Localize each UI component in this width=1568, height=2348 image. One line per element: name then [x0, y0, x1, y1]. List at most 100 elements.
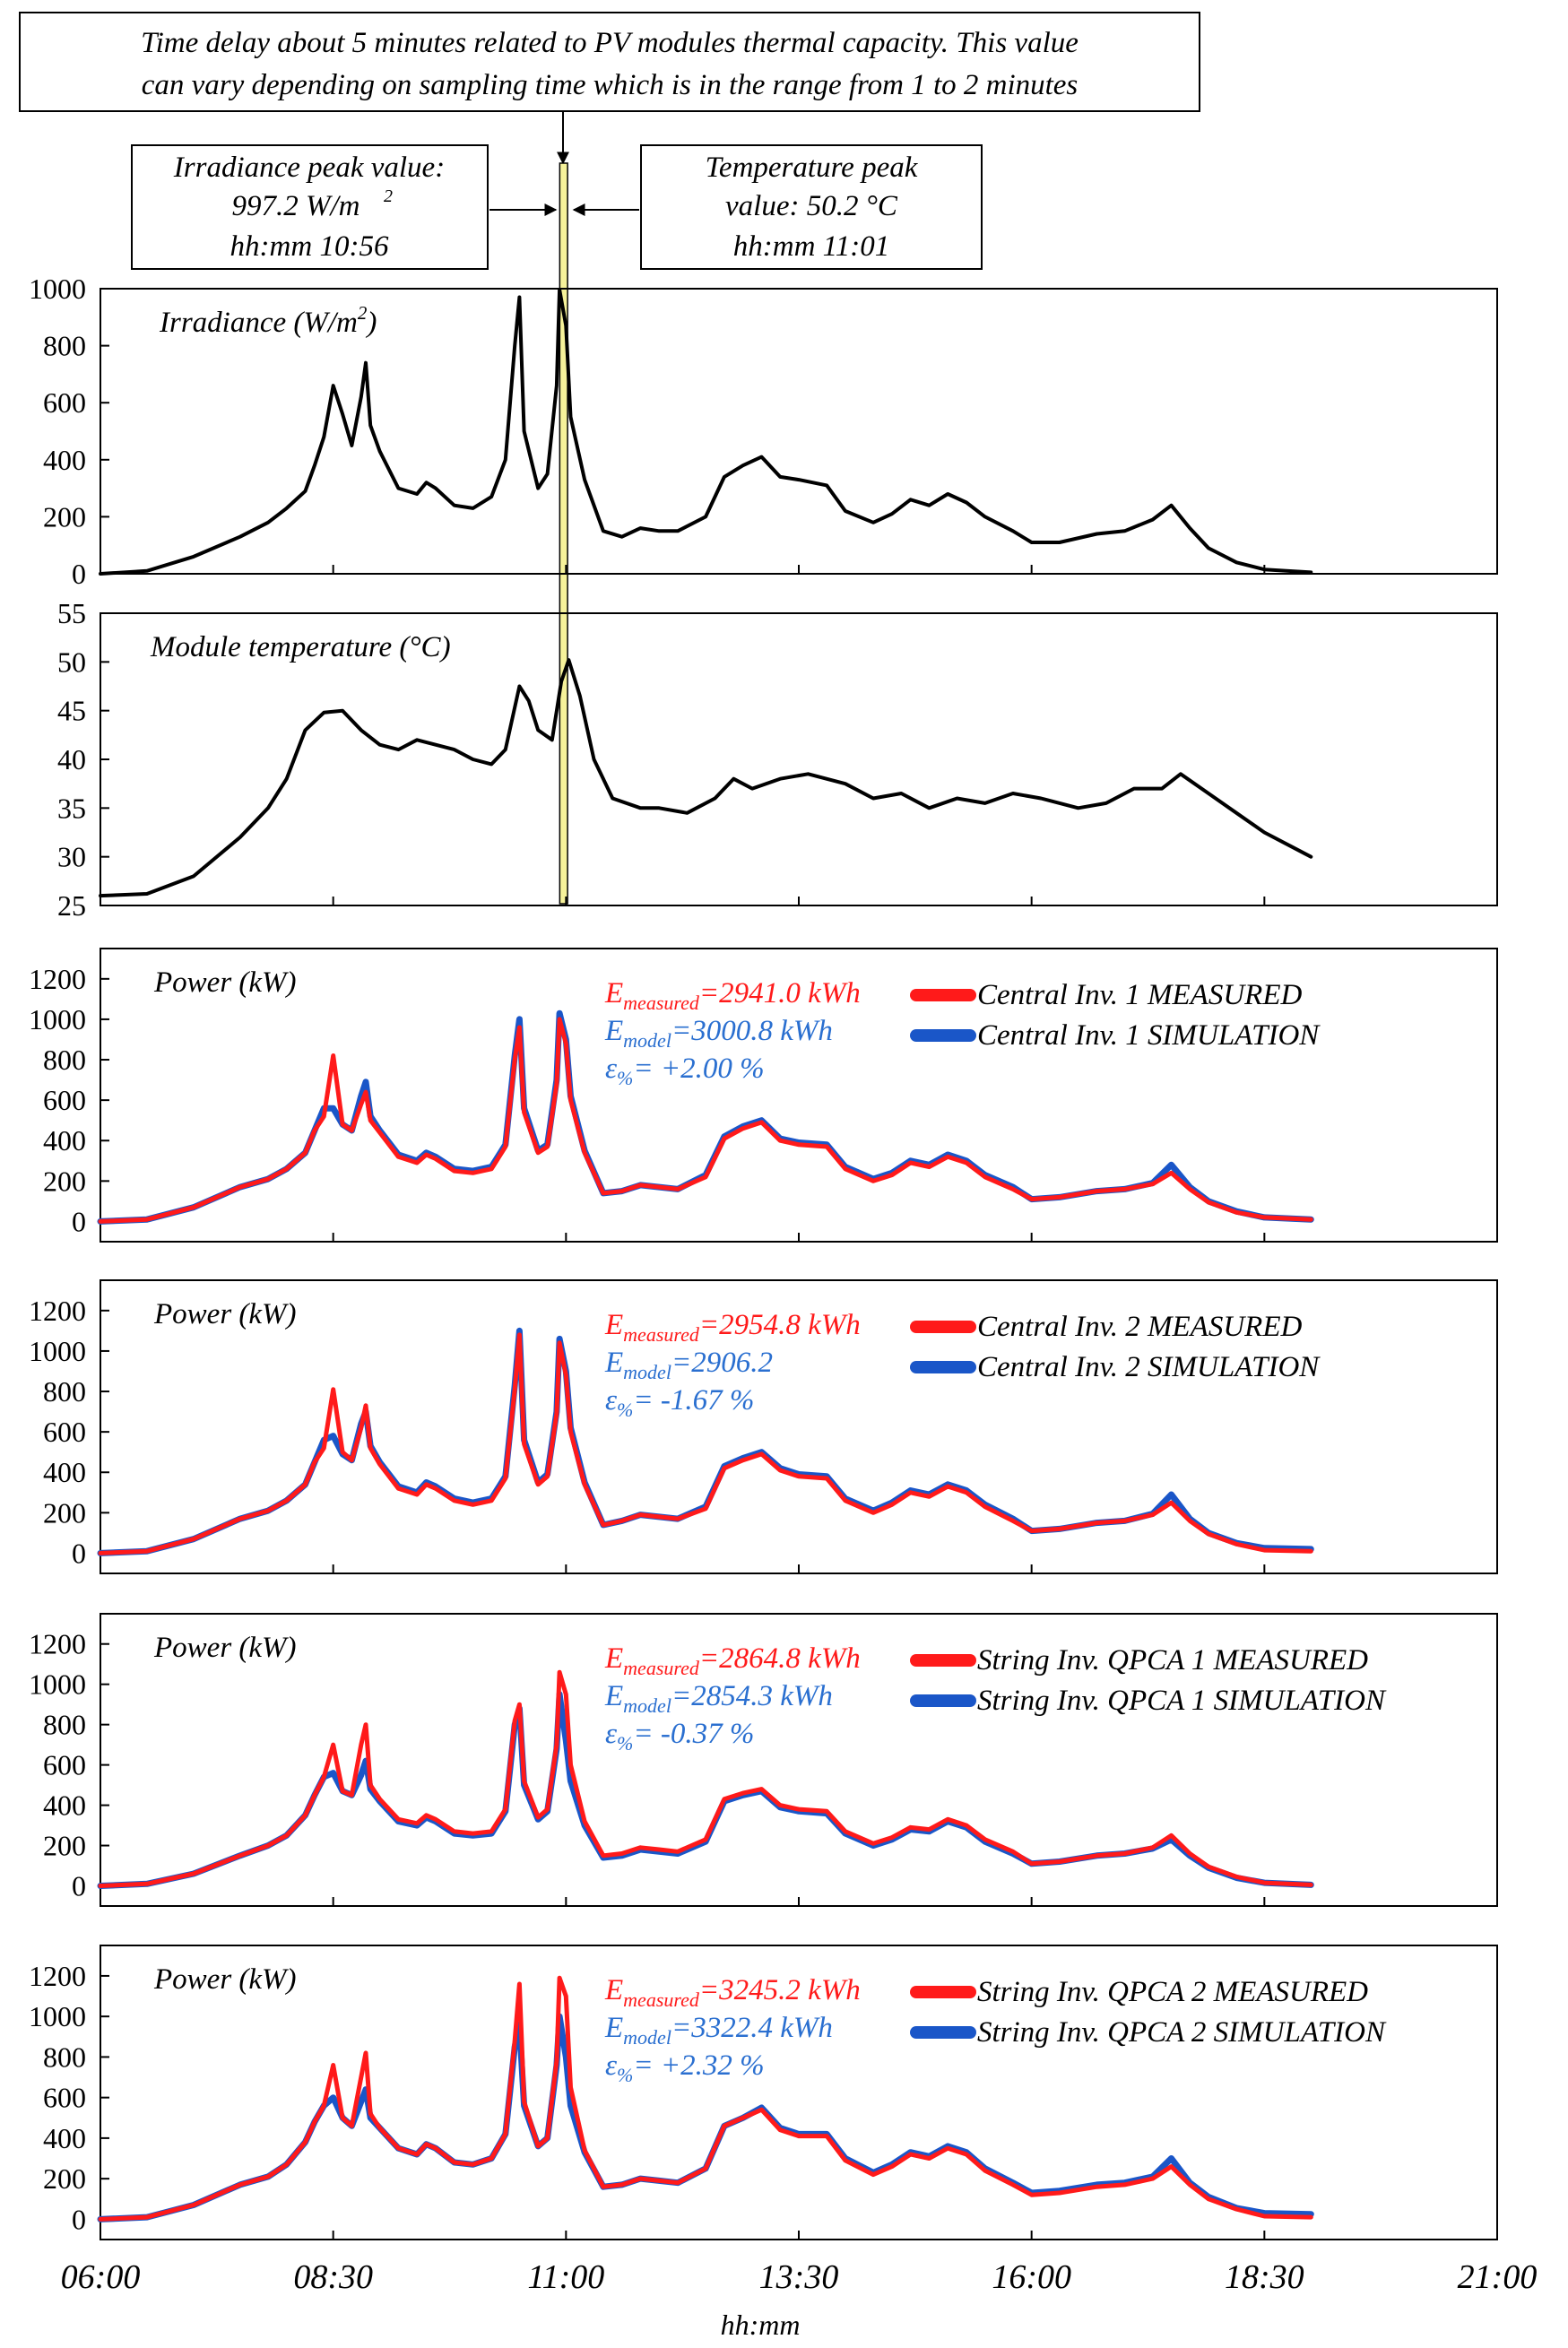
panel-temperature: 25 30 35 40 45 50 55 Module temperature (°C): [57, 597, 1498, 922]
x-tick-label: 18:30: [1225, 2258, 1304, 2296]
energy-model-sub: model: [623, 1029, 671, 1052]
y-tick-label: 800: [43, 1709, 86, 1741]
series-line-measured: [98, 1669, 1313, 1888]
irradiance-peak-box: [131, 144, 489, 270]
panel-label: Module temperature (°C): [150, 631, 451, 663]
panel-central2: 0 200 400 600 800 1000 1200 Power (kW) Emeasured…: [29, 1279, 1498, 1574]
energy-measured-sub: measured: [623, 992, 700, 1014]
energy-error: ε%= +2.32 %: [605, 2049, 765, 2086]
legend-label: Central Inv. 1 MEASURED: [977, 979, 1302, 1011]
temperature-peak-box: [640, 144, 983, 270]
energy-error-prefix: ε: [605, 1718, 617, 1750]
y-tick-label: 600: [43, 2082, 86, 2114]
energy-model-sub: model: [623, 1694, 671, 1717]
y-tick-label: 600: [43, 1749, 86, 1781]
y-tick-label: 400: [43, 1124, 86, 1157]
energy-measured-sub: measured: [623, 1988, 700, 2011]
energy-measured: Emeasured=2864.8 kWh: [604, 1642, 861, 1679]
y-tick-label: 400: [43, 2122, 86, 2154]
y-tick-label: 0: [72, 2203, 86, 2235]
y-tick-label: 1000: [29, 1668, 86, 1701]
energy-error-prefix: ε: [605, 1053, 617, 1085]
y-tick-label: 55: [57, 597, 86, 629]
series-line-measured: [98, 1332, 1313, 1555]
energy-error-sub: %: [617, 1399, 633, 1421]
y-tick-label: 800: [43, 1375, 86, 1408]
y-tick-label: 1000: [29, 273, 86, 305]
energy-model-value: =2854.3 kWh: [671, 1680, 833, 1712]
y-tick-label: 800: [43, 330, 86, 362]
legend-label: Central Inv. 1 SIMULATION: [977, 1019, 1321, 1052]
y-tick-label: 400: [43, 444, 86, 476]
y-tick-label: 50: [57, 645, 86, 678]
delay-note-line-1: Time delay about 5 minutes related to PV…: [141, 27, 1079, 59]
x-tick-label: 16:00: [992, 2258, 1071, 2296]
energy-error: ε%= -0.37 %: [605, 1718, 754, 1755]
temperature-peak-line-3: hh:mm 11:01: [733, 230, 889, 263]
series-line-black: [99, 658, 1313, 898]
energy-error-value: = -0.37 %: [633, 1718, 754, 1750]
y-tick-label: 0: [72, 1537, 86, 1569]
energy-error-value: = +2.32 %: [633, 2049, 764, 2082]
y-tick-label: 0: [72, 558, 86, 590]
irradiance-peak-line-3: hh:mm 10:56: [230, 230, 389, 263]
legend-label: String Inv. QPCA 2 SIMULATION: [977, 2016, 1387, 2049]
panel-label-end: ): [365, 307, 377, 339]
energy-model-prefix: E: [604, 2012, 623, 2044]
energy-measured-sub: measured: [623, 1657, 700, 1679]
panel-label-sup: 2: [358, 302, 368, 324]
energy-measured-prefix: E: [604, 1642, 623, 1675]
panel-label-main: Irradiance (W/m: [159, 307, 358, 339]
energy-error-sub: %: [617, 1732, 633, 1755]
y-tick-label: 1200: [29, 1960, 86, 1992]
y-tick-label: 1200: [29, 963, 86, 995]
energy-model: Emodel=3322.4 kWh: [604, 2012, 833, 2049]
energy-error-value: = -1.67 %: [633, 1384, 754, 1417]
y-tick-label: 25: [57, 889, 86, 922]
panel-label: Power (kW): [153, 1963, 297, 1996]
y-tick-label: 1200: [29, 1628, 86, 1660]
y-tick-label: 200: [43, 1165, 86, 1197]
x-tick-label: 11:00: [527, 2258, 604, 2296]
energy-error: ε%= +2.00 %: [605, 1053, 765, 1089]
energy-error-prefix: ε: [605, 2049, 617, 2082]
y-tick-label: 400: [43, 1789, 86, 1822]
energy-model-sub: model: [623, 1361, 671, 1383]
legend-label: String Inv. QPCA 1 MEASURED: [977, 1644, 1368, 1677]
energy-measured-sub: measured: [623, 1323, 700, 1346]
x-axis-label: hh:mm: [721, 2309, 801, 2341]
y-tick-label: 1000: [29, 1003, 86, 1035]
energy-error-sub: %: [617, 2064, 633, 2086]
energy-measured-value: =3245.2 kWh: [699, 1974, 861, 2006]
energy-model-value: =3000.8 kWh: [671, 1015, 833, 1047]
energy-model: Emodel=2906.2: [604, 1347, 773, 1383]
energy-measured: Emeasured=3245.2 kWh: [604, 1974, 861, 2011]
y-tick-label: 600: [43, 1416, 86, 1448]
y-tick-label: 200: [43, 2162, 86, 2195]
panel-label: Power (kW): [153, 1632, 297, 1664]
thermal-delay-highlight: [559, 162, 568, 905]
energy-error-sub: %: [617, 1067, 633, 1089]
y-tick-label: 1000: [29, 2000, 86, 2032]
y-tick-label: 30: [57, 841, 86, 873]
panel-label: Power (kW): [153, 1298, 297, 1330]
energy-model-value: =2906.2: [671, 1347, 773, 1379]
x-tick-label: 06:00: [61, 2258, 141, 2296]
irradiance-peak-line-1: Irradiance peak value:: [173, 152, 445, 184]
legend-label: Central Inv. 2 SIMULATION: [977, 1351, 1321, 1383]
panel-central1: 0 200 400 600 800 1000 1200 Power (kW) Emeasured…: [29, 948, 1498, 1243]
x-tick-label: 21:00: [1458, 2258, 1538, 2296]
legend-label: String Inv. QPCA 1 SIMULATION: [977, 1685, 1387, 1717]
y-tick-label: 0: [72, 1870, 86, 1902]
irradiance-peak-line-2: 997.2 W/m: [232, 190, 360, 222]
y-tick-label: 600: [43, 386, 86, 419]
energy-measured-value: =2954.8 kWh: [699, 1309, 861, 1341]
y-tick-label: 1000: [29, 1335, 86, 1367]
energy-model-prefix: E: [604, 1015, 623, 1047]
energy-model: Emodel=2854.3 kWh: [604, 1680, 833, 1717]
y-tick-label: 200: [43, 1830, 86, 1862]
panel-string1: 0 200 400 600 800 1000 1200 Power (kW) Emeasured…: [29, 1613, 1498, 1907]
y-tick-label: 400: [43, 1456, 86, 1488]
panel-irradiance: 0 200 400 600 800 1000 Irradiance (W/m2): [29, 273, 1498, 590]
